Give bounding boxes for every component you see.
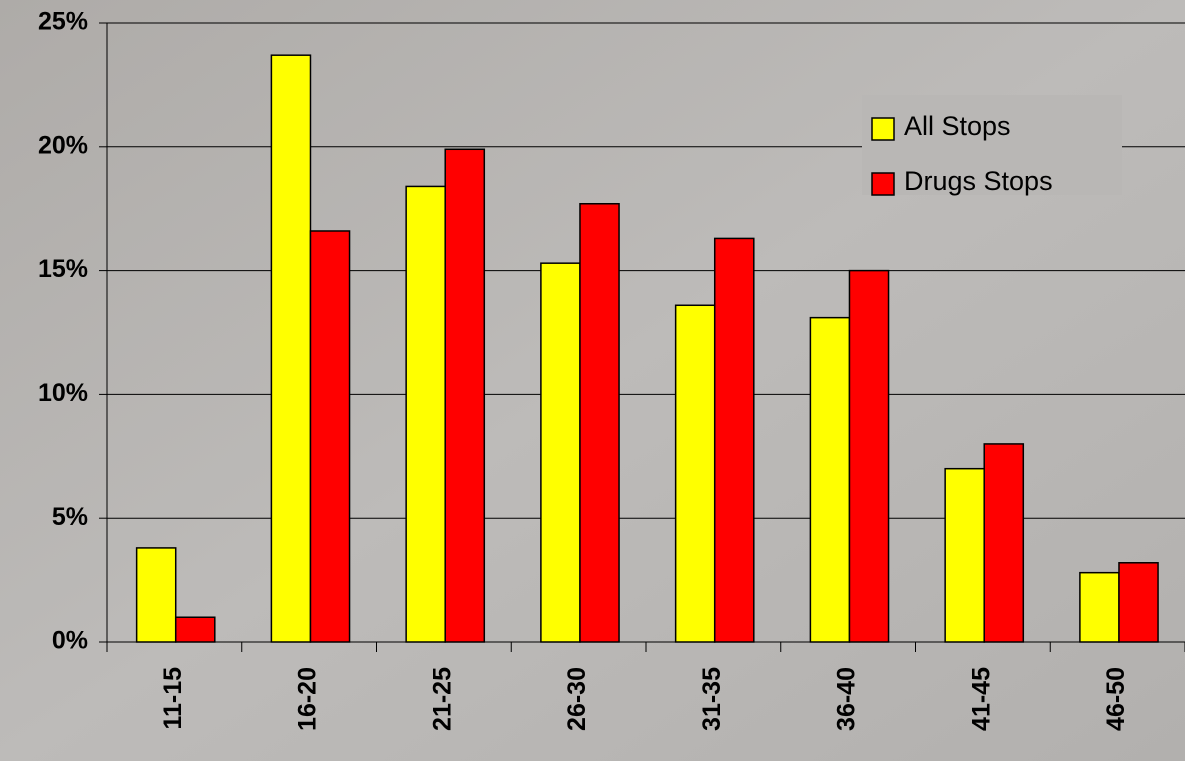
bar <box>713 237 755 643</box>
bar <box>540 262 581 643</box>
bar <box>135 547 177 643</box>
bar <box>579 202 620 643</box>
x-tick-label: 36-40 <box>833 667 861 731</box>
bar <box>983 443 1025 643</box>
bar <box>674 304 716 643</box>
x-tick-label: 16-20 <box>294 667 322 731</box>
bar <box>174 616 216 643</box>
x-tick-label: 21-25 <box>428 667 456 731</box>
legend-box <box>862 95 1122 195</box>
bar <box>848 269 890 643</box>
legend-label: Drugs Stops <box>904 166 1053 196</box>
x-tick-label: 46-50 <box>1102 667 1130 731</box>
legend-swatch <box>871 172 895 196</box>
legend-label: All Stops <box>904 111 1011 141</box>
x-tick-label: 11-15 <box>159 667 187 730</box>
bar <box>944 467 985 643</box>
y-tick-label: 5% <box>52 503 88 531</box>
x-tick-label: 31-35 <box>698 667 726 731</box>
legend-swatch <box>871 117 895 141</box>
bar <box>1079 571 1120 643</box>
y-tick-label: 0% <box>52 627 88 655</box>
bar <box>309 230 351 643</box>
bar <box>405 185 446 643</box>
bar <box>809 316 851 643</box>
bar <box>1118 562 1159 643</box>
y-tick-label: 10% <box>38 379 88 407</box>
x-tick-label: 41-45 <box>967 667 995 731</box>
bar <box>270 54 312 643</box>
y-tick-label: 20% <box>38 131 88 159</box>
y-tick-label: 25% <box>38 8 88 36</box>
bar <box>444 148 486 643</box>
x-tick-label: 26-30 <box>563 667 591 731</box>
y-tick-label: 15% <box>38 255 88 283</box>
